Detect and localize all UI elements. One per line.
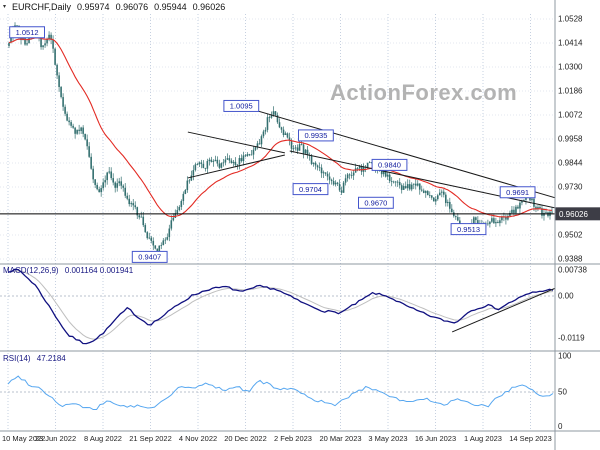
symbol-triangle-icon: ▾ [3,4,7,10]
swing-label-box [358,196,394,209]
swing-label-box [450,223,487,236]
swing-label-box [298,129,334,142]
svg-text:1 Aug 2023: 1 Aug 2023 [464,434,502,443]
macd-series [7,268,555,345]
svg-text:1.0512: 1.0512 [16,28,39,37]
current-price-badge [555,207,600,221]
chart-header: ▾ EURCHF,Daily 0.95974 0.96076 0.95944 0… [3,1,225,13]
rsi-line [7,375,554,410]
ohlc-close-value: 0.96026 [192,2,226,12]
svg-text:0.9844: 0.9844 [558,158,583,167]
svg-text:0.9840: 0.9840 [378,161,401,170]
ohlc-open-value: 0.95974 [77,2,110,12]
macd-main-line [7,268,554,345]
swing-label-box [131,250,168,263]
svg-text:2 Feb 2023: 2 Feb 2023 [274,434,312,443]
rsi-indicator-label: RSI(14) 47.2184 [3,354,70,363]
svg-text:20 Dec 2022: 20 Dec 2022 [224,434,267,443]
svg-text:100: 100 [558,352,572,361]
swing-label-box [499,186,536,199]
svg-text:0.96026: 0.96026 [559,210,588,219]
svg-text:1.0414: 1.0414 [558,39,583,48]
swing-price-labels: 1.0512 1.0095 0.9935 0.9840 0.9704 0.9670 0.96… [9,26,536,263]
macd-indicator-label: MACD(12,26,9) 0.001164 0.001941 [3,266,137,275]
rsi-value: 47.2184 [36,354,66,363]
svg-text:23 Jun 2022: 23 Jun 2022 [35,434,76,443]
svg-text:8 Aug 2022: 8 Aug 2022 [84,434,122,443]
swing-label-box [371,158,408,171]
svg-text:0.9691: 0.9691 [506,188,529,197]
axes: 1.0528 1.0414 1.0300 1.0186 1.0072 0.9958 0.98… [2,15,600,443]
macd-signal-line [7,270,554,340]
swing-label-box [223,99,260,112]
svg-text:1.0186: 1.0186 [558,86,583,95]
svg-text:1.0072: 1.0072 [558,110,583,119]
svg-text:0.9704: 0.9704 [299,185,322,194]
svg-text:3 May 2023: 3 May 2023 [368,434,407,443]
svg-text:21 Sep 2022: 21 Sep 2022 [129,434,172,443]
svg-text:50: 50 [558,388,567,397]
svg-text:-0.0119: -0.0119 [558,333,585,342]
macd-trend-line [451,287,555,333]
svg-text:1.0095: 1.0095 [230,102,253,111]
svg-text:0.9670: 0.9670 [364,198,387,207]
svg-text:16 Jun 2023: 16 Jun 2023 [415,434,456,443]
svg-text:0.00738: 0.00738 [558,266,587,275]
rsi-name: RSI(14) [3,354,31,363]
svg-text:0.9513: 0.9513 [457,225,480,234]
svg-text:1.0528: 1.0528 [558,15,583,24]
trend-lines [187,104,555,209]
svg-text:0: 0 [558,422,563,431]
svg-text:0.9958: 0.9958 [558,134,583,143]
svg-text:0.9935: 0.9935 [304,131,327,140]
svg-text:14 Sep 2023: 14 Sep 2023 [509,434,552,443]
svg-text:20 Mar 2023: 20 Mar 2023 [319,434,361,443]
svg-text:4 Nov 2022: 4 Nov 2022 [179,434,217,443]
swing-label-box [292,183,329,196]
svg-text:10 May 2022: 10 May 2022 [2,434,45,443]
ohlc-high-value: 0.96076 [115,2,149,12]
svg-text:0.00: 0.00 [558,292,574,301]
svg-text:0.9407: 0.9407 [138,253,161,262]
macd-values: 0.001164 0.001941 [64,266,134,275]
symbol-timeframe-label: EURCHF,Daily [12,2,72,12]
moving-average-line [8,37,553,218]
macd-name: MACD(12,26,9) [3,266,59,275]
svg-text:0.9730: 0.9730 [558,182,583,191]
watermark: ActionForex.com [330,80,518,105]
rsi-series [7,375,554,410]
svg-text:0.9502: 0.9502 [558,230,583,239]
ohlc-low-value: 0.95944 [154,2,187,12]
svg-text:0.9388: 0.9388 [558,254,583,263]
swing-label-box [9,26,45,39]
candlestick-series [8,22,553,258]
svg-text:1.0300: 1.0300 [558,63,583,72]
